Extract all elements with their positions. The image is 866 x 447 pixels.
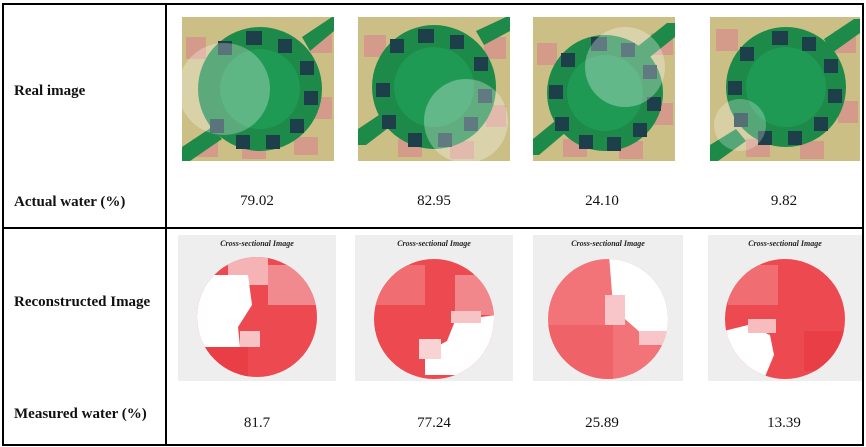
table-bottom-border <box>2 444 864 446</box>
actual-water-value-2: 82.95 <box>417 193 451 209</box>
reconstructed-image-sample-1: Cross-sectional Image <box>178 235 336 381</box>
actual-water-label: Actual water (%) <box>14 194 126 210</box>
measured-water-value-3: 25.89 <box>585 415 619 431</box>
reconstructed-image-sample-2: Cross-sectional Image <box>355 235 513 381</box>
real-image-label: Real image <box>14 83 86 99</box>
measured-water-value-2: 77.24 <box>417 415 451 431</box>
real-image-sample-3 <box>533 17 675 161</box>
table-top-border <box>2 3 864 5</box>
reconstructed-image-caption: Cross-sectional Image <box>571 239 645 248</box>
results-table: Real image Actual water (%) Reconstructe… <box>2 3 864 446</box>
real-image-sample-1 <box>182 17 334 161</box>
table-left-border <box>2 3 4 446</box>
reconstructed-image-caption: Cross-sectional Image <box>220 239 294 248</box>
table-right-border <box>862 3 864 446</box>
actual-water-value-4: 9.82 <box>770 193 798 209</box>
measured-water-label: Measured water (%) <box>14 406 147 422</box>
table-middle-border <box>2 227 864 229</box>
reconstructed-image-label: Reconstructed Image <box>14 294 151 310</box>
reconstructed-image-caption: Cross-sectional Image <box>748 239 822 248</box>
reconstructed-image-sample-3: Cross-sectional Image <box>533 235 683 381</box>
measured-water-value-4: 13.39 <box>767 415 801 431</box>
real-image-sample-2 <box>358 17 510 161</box>
actual-water-value-1: 79.02 <box>240 193 274 209</box>
real-image-sample-4 <box>710 17 860 161</box>
reconstructed-image-sample-4: Cross-sectional Image <box>708 235 862 381</box>
measured-water-value-1: 81.7 <box>243 415 271 431</box>
table-column-divider <box>165 3 167 446</box>
actual-water-value-3: 24.10 <box>585 193 619 209</box>
reconstructed-image-caption: Cross-sectional Image <box>397 239 471 248</box>
